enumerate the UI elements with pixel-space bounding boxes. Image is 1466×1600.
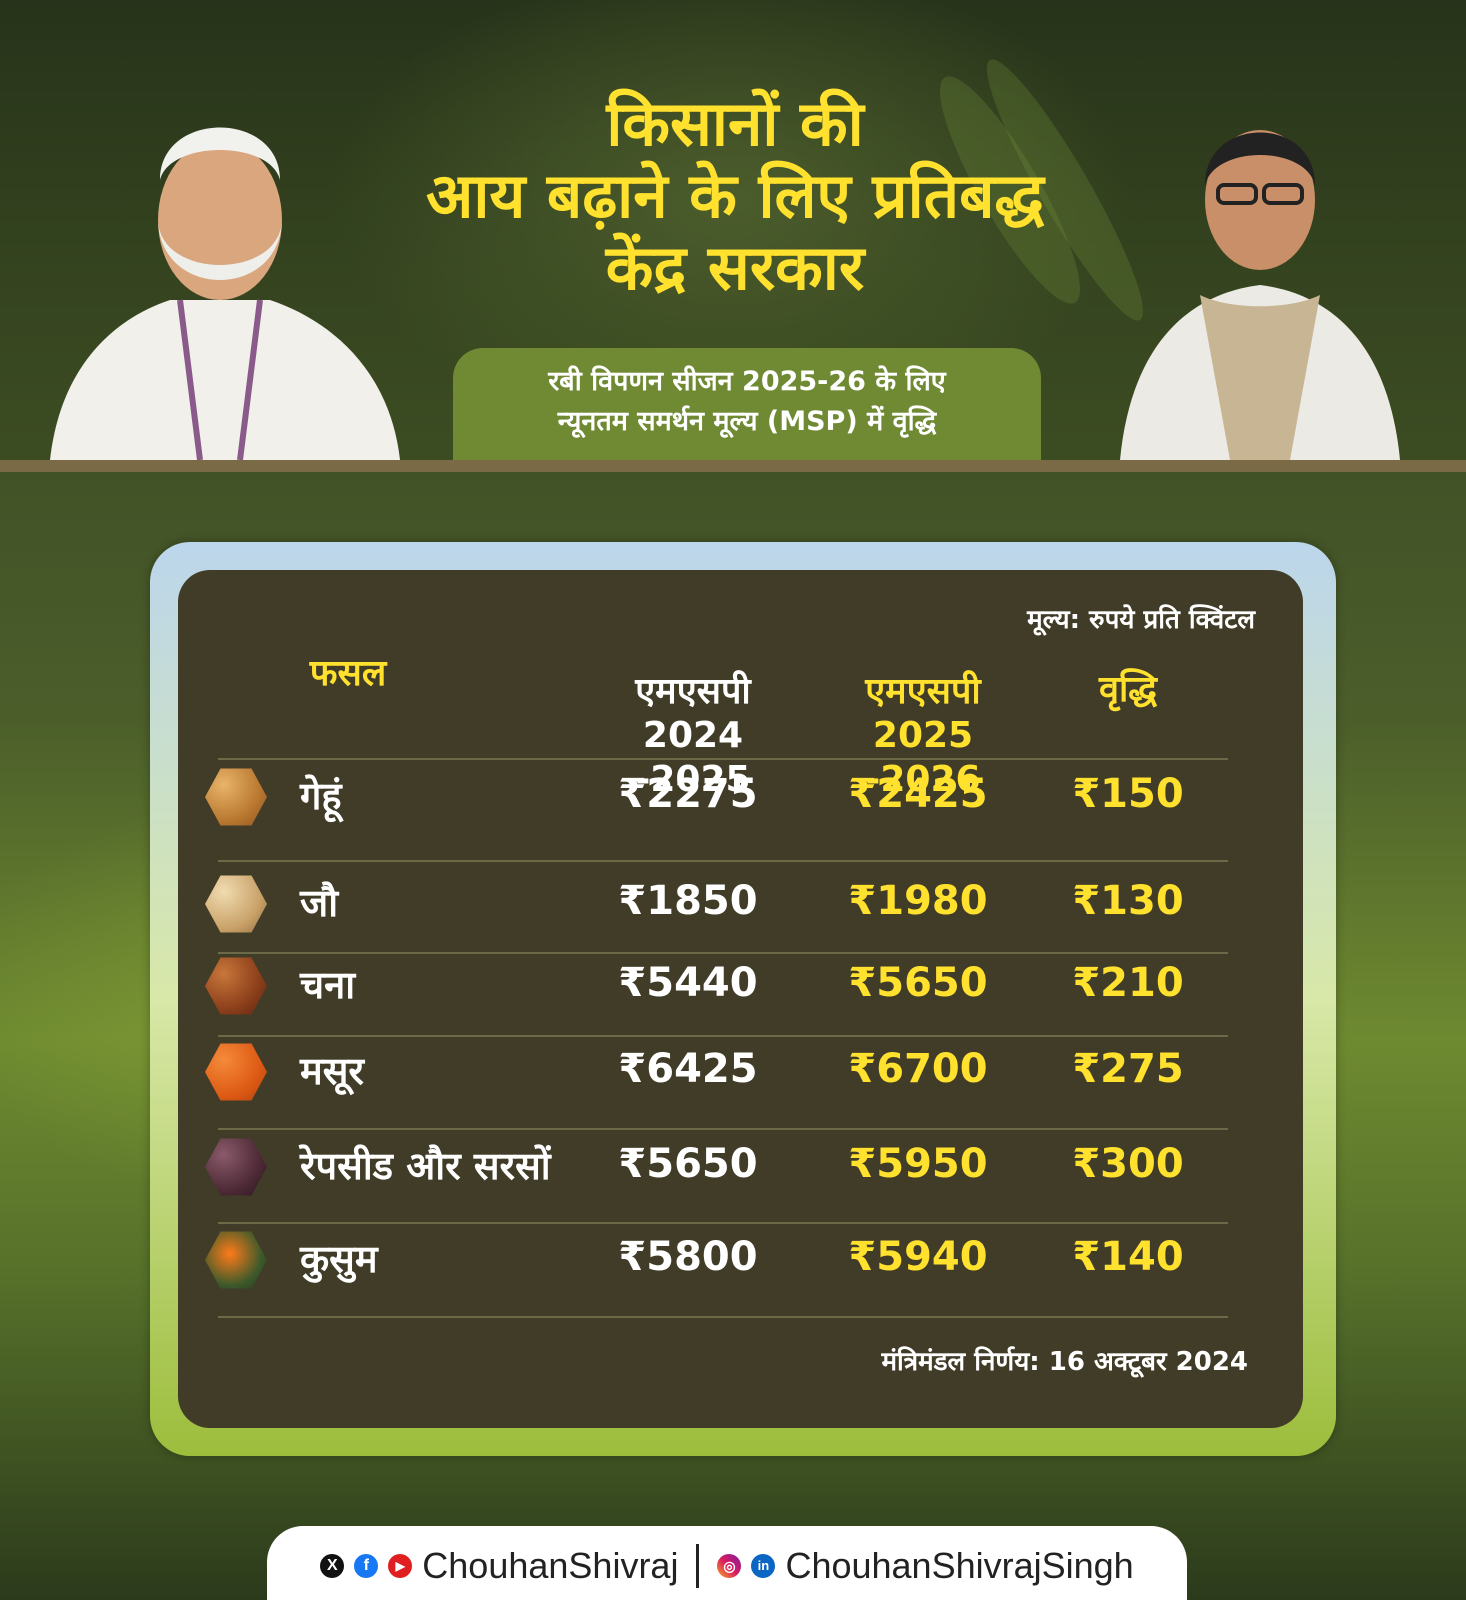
wheat-grain-icon (205, 768, 267, 826)
gram-icon (205, 957, 267, 1015)
handle-2[interactable]: ChouhanShivrajSingh (785, 1545, 1134, 1586)
msp-old-value: ₹1850 (618, 878, 758, 924)
lentil-icon (205, 1043, 267, 1101)
row-divider (218, 1316, 1228, 1318)
facebook-icon[interactable]: f (354, 1554, 379, 1578)
msp-new-value: ₹1980 (848, 878, 988, 924)
msp-new-value: ₹5650 (848, 960, 988, 1006)
header-crop: फसल (309, 653, 387, 694)
msp-new-value: ₹6700 (848, 1046, 988, 1092)
social-footer: X f ▶ ChouhanShivraj ◎ in ChouhanShivraj… (267, 1526, 1187, 1600)
header-msp-2025-year: 2025 -2026 (865, 715, 981, 800)
crop-name: रेपसीड और सरसों (300, 1144, 551, 1188)
msp-table-card: मूल्य: रुपये प्रति क्विंटल फसल एमएसपी 20… (178, 570, 1303, 1428)
msp-old-value: ₹5800 (618, 1234, 758, 1280)
msp-new-value: ₹5950 (848, 1141, 988, 1187)
crop-name: गेहूं (300, 774, 342, 818)
msp-old-value: ₹2275 (618, 771, 758, 817)
header-msp-2025-label: एमएसपी (865, 671, 981, 712)
header-msp-2024-year: 2024 -2025 (635, 715, 751, 800)
subtitle-line-1: रबी विपणन सीजन 2025-26 के लिए (548, 366, 946, 397)
increase-value: ₹140 (1072, 1234, 1184, 1280)
row-divider (218, 860, 1228, 862)
crop-name: चना (300, 963, 356, 1007)
increase-value: ₹130 (1072, 878, 1184, 924)
left-person-photo (30, 70, 410, 461)
youtube-icon[interactable]: ▶ (388, 1554, 413, 1578)
title-line-3: केंद्र सरकार (605, 231, 865, 304)
safflower-icon (205, 1231, 267, 1289)
row-divider (218, 1222, 1228, 1224)
title-line-2: आय बढ़ाने के लिए प्रतिबद्ध (425, 159, 1045, 232)
x-icon[interactable]: X (320, 1554, 345, 1578)
header-increase: वृद्धि (1098, 669, 1158, 710)
handle-1[interactable]: ChouhanShivraj (422, 1545, 679, 1586)
header-divider (0, 460, 1466, 472)
linkedin-icon[interactable]: in (751, 1554, 776, 1578)
decision-note: मंत्रिमंडल निर्णय: 16 अक्टूबर 2024 (881, 1347, 1248, 1377)
right-person-photo (1110, 95, 1410, 460)
msp-old-value: ₹5440 (618, 960, 758, 1006)
subtitle-line-2: न्यूनतम समर्थन मूल्य (MSP) में वृद्धि (557, 406, 937, 437)
title-line-1: किसानों की (606, 87, 864, 160)
crop-name: मसूर (300, 1049, 364, 1093)
increase-value: ₹210 (1072, 960, 1184, 1006)
mustard-seed-icon (205, 1138, 267, 1196)
row-divider (218, 758, 1228, 760)
footer-separator (696, 1544, 700, 1588)
msp-old-value: ₹6425 (618, 1046, 758, 1092)
subtitle-banner: रबी विपणन सीजन 2025-26 के लिए न्यूनतम सम… (453, 348, 1041, 460)
header-msp-2024: एमएसपी 2024 -2025 (588, 670, 798, 802)
increase-value: ₹275 (1072, 1046, 1184, 1092)
header-msp-2025: एमएसपी 2025 -2026 (818, 670, 1028, 802)
msp-new-value: ₹5940 (848, 1234, 988, 1280)
msp-old-value: ₹5650 (618, 1141, 758, 1187)
row-divider (218, 952, 1228, 954)
unit-note: मूल्य: रुपये प्रति क्विंटल (1027, 605, 1255, 635)
row-divider (218, 1035, 1228, 1037)
barley-grain-icon (205, 875, 267, 933)
row-divider (218, 1128, 1228, 1130)
crop-name: कुसुम (300, 1237, 378, 1281)
header-msp-2024-label: एमएसपी (635, 671, 751, 712)
increase-value: ₹150 (1072, 771, 1184, 817)
msp-new-value: ₹2425 (848, 771, 988, 817)
increase-value: ₹300 (1072, 1141, 1184, 1187)
page-title: किसानों की आय बढ़ाने के लिए प्रतिबद्ध के… (340, 88, 1130, 304)
crop-name: जौ (300, 881, 339, 925)
instagram-icon[interactable]: ◎ (717, 1554, 742, 1578)
